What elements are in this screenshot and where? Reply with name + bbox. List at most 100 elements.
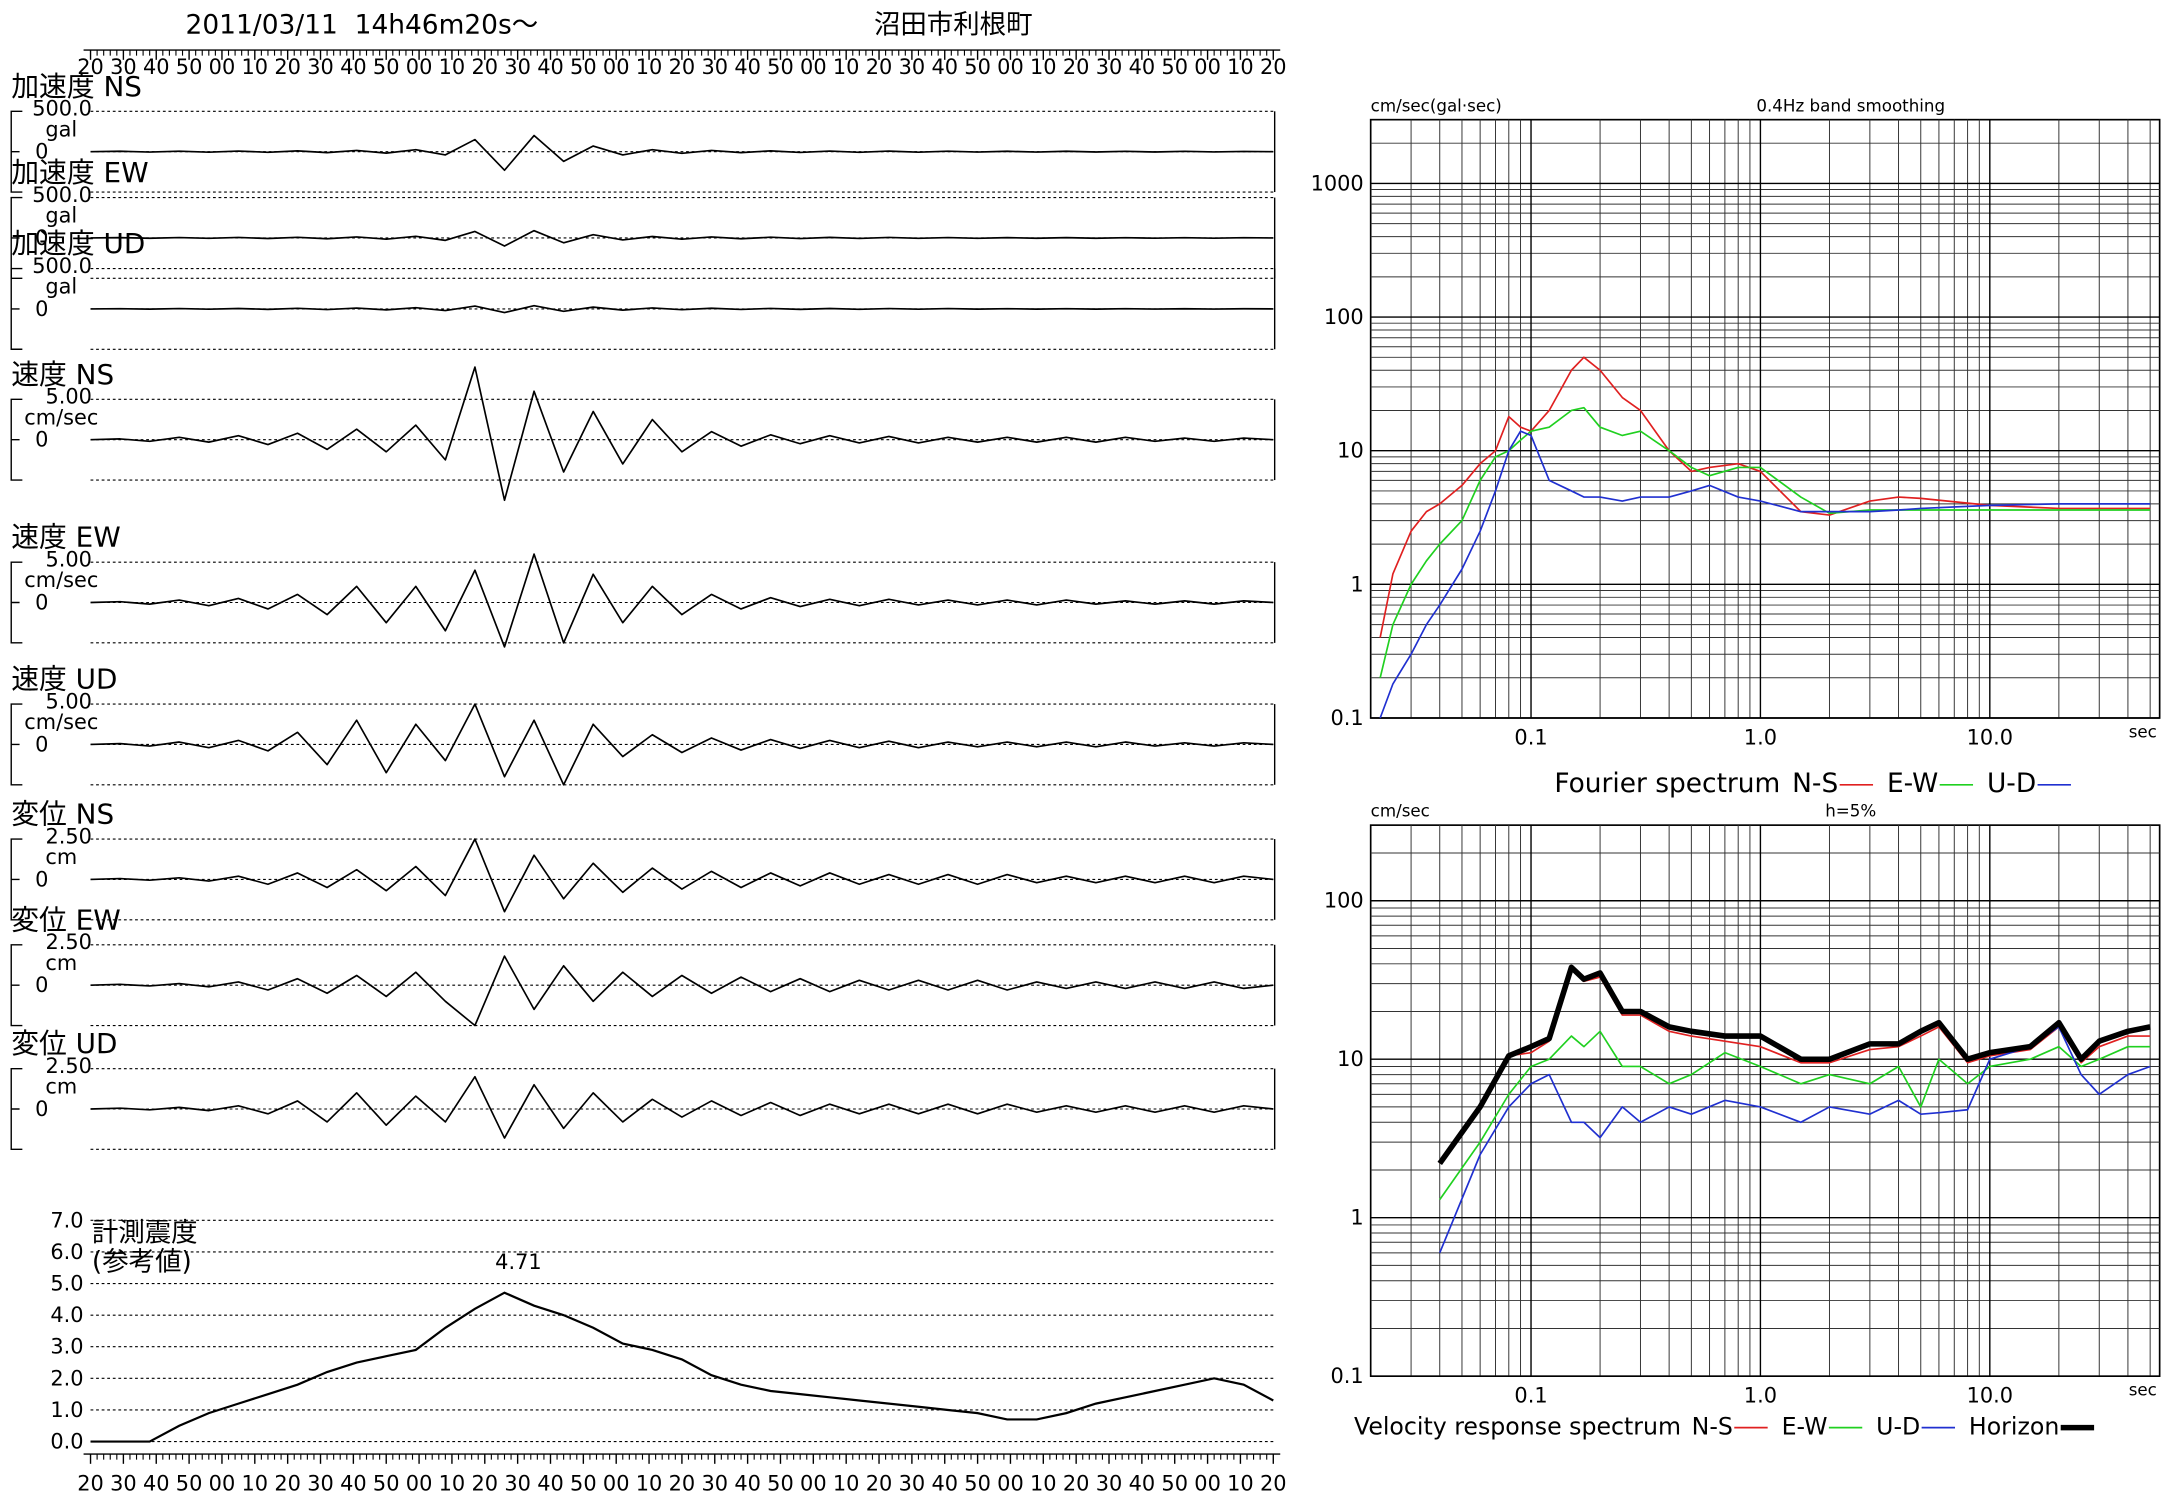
panel-label: 速度 EW xyxy=(11,521,121,554)
panel-bracket xyxy=(10,561,23,644)
trace xyxy=(90,838,1274,913)
y-tick-label: 0 xyxy=(35,226,48,250)
time-tick-label: 40 xyxy=(143,1471,170,1495)
time-tick-label: 10 xyxy=(1030,55,1057,79)
unit-label: cm/sec xyxy=(24,568,98,592)
time-tick-label: 40 xyxy=(734,55,761,79)
x-tick-label: 1.0 xyxy=(1744,1384,1777,1408)
panel-bracket xyxy=(10,1067,23,1151)
y-tick-label: 100 xyxy=(1324,889,1364,913)
trace xyxy=(90,553,1274,648)
y-axis-label: (参考値) xyxy=(92,1247,192,1278)
time-tick-label: 30 xyxy=(701,1471,728,1495)
time-tick-label: 00 xyxy=(1194,1471,1221,1495)
time-tick-label: 10 xyxy=(833,55,860,79)
y-tick-label: 0 xyxy=(35,140,48,164)
time-tick-label: 50 xyxy=(1161,55,1188,79)
time-tick-label: 50 xyxy=(964,55,991,79)
time-tick-label: 40 xyxy=(537,1471,564,1495)
time-tick-label: 20 xyxy=(1063,55,1090,79)
legend-label: U-D xyxy=(1987,768,2036,799)
y-axis-label: 計測震度 xyxy=(92,1217,198,1248)
time-tick-label: 50 xyxy=(373,1471,400,1495)
y-tick-label: 500.0 xyxy=(32,97,92,121)
time-tick-label: 00 xyxy=(603,1471,630,1495)
time-tick-label: 20 xyxy=(472,1471,499,1495)
x-tick-label: 0.1 xyxy=(1514,1384,1547,1408)
panel-bracket xyxy=(10,196,23,279)
panel-label: 変位 NS xyxy=(11,798,114,831)
y-tick-label: 2.50 xyxy=(45,930,91,954)
plot-frame xyxy=(1369,824,2161,1377)
time-tick-label: 00 xyxy=(997,1471,1024,1495)
time-tick-label: 20 xyxy=(1260,1471,1287,1495)
y-axis-label: cm/sec(gal·sec) xyxy=(1371,96,1502,115)
y-tick-label: 1000 xyxy=(1311,171,1364,195)
time-tick-label: 30 xyxy=(504,1471,531,1495)
legend-label: N-S xyxy=(1692,1412,1733,1440)
unit-label: cm xyxy=(45,1075,77,1099)
station-name: 沼田市利根町 xyxy=(874,10,1033,41)
trace xyxy=(90,955,1274,1027)
y-tick-label: 1.0 xyxy=(50,1398,83,1422)
time-tick-label: 50 xyxy=(767,55,794,79)
time-tick-label: 50 xyxy=(176,55,203,79)
time-tick-label: 20 xyxy=(472,55,499,79)
y-tick-label: 5.0 xyxy=(50,1272,83,1296)
time-tick-label: 20 xyxy=(77,55,104,79)
time-tick-label: 40 xyxy=(931,1471,958,1495)
y-tick-label: 2.0 xyxy=(50,1366,83,1390)
time-tick-label: 30 xyxy=(307,55,334,79)
panel-bracket xyxy=(10,838,23,921)
spectrum-line xyxy=(1379,430,2151,719)
y-tick-label: 3.0 xyxy=(50,1335,83,1359)
legend-label: Horizon xyxy=(1969,1412,2059,1440)
time-tick-label: 20 xyxy=(274,1471,301,1495)
legend-label: E-W xyxy=(1782,1412,1828,1440)
record-title: 2011/03/11 14h46m20s～ xyxy=(186,10,539,41)
y-tick-label: 1 xyxy=(1350,1206,1363,1230)
y-tick-label: 1 xyxy=(1350,572,1363,596)
time-tick-label: 20 xyxy=(866,55,893,79)
time-tick-label: 10 xyxy=(636,1471,663,1495)
panel-label: 速度 NS xyxy=(11,358,114,391)
time-tick-label: 20 xyxy=(77,1471,104,1495)
plot-frame xyxy=(1369,118,2161,719)
time-tick-label: 50 xyxy=(1161,1471,1188,1495)
time-tick-label: 50 xyxy=(570,1471,597,1495)
time-tick-label: 30 xyxy=(1096,55,1123,79)
y-tick-label: 4.0 xyxy=(50,1303,83,1327)
time-tick-label: 40 xyxy=(734,1471,761,1495)
trace xyxy=(90,1075,1274,1139)
x-tick-label: 0.1 xyxy=(1514,725,1547,749)
unit-label: cm/sec xyxy=(24,405,98,429)
spectrum-line xyxy=(1379,356,2151,638)
panel-label: 変位 UD xyxy=(11,1027,117,1060)
spectrum-line xyxy=(1439,1030,2151,1201)
spectrum-line xyxy=(1437,964,2151,1166)
time-tick-label: 40 xyxy=(1129,55,1156,79)
time-tick-label: 10 xyxy=(1227,55,1254,79)
time-tick-label: 30 xyxy=(110,1471,137,1495)
time-tick-label: 20 xyxy=(669,1471,696,1495)
legend-label: N-S xyxy=(1792,768,1838,799)
y-tick-label: 0 xyxy=(35,591,48,615)
time-tick-label: 00 xyxy=(1194,55,1221,79)
time-tick-label: 30 xyxy=(307,1471,334,1495)
time-tick-label: 40 xyxy=(537,55,564,79)
panel-label: 加速度 EW xyxy=(11,156,148,189)
time-tick-label: 40 xyxy=(340,55,367,79)
y-tick-label: 6.0 xyxy=(50,1240,83,1264)
intensity-line xyxy=(90,1291,1274,1443)
time-tick-label: 20 xyxy=(669,55,696,79)
legend-label: U-D xyxy=(1876,1412,1920,1440)
time-tick-label: 50 xyxy=(767,1471,794,1495)
legend-label: E-W xyxy=(1887,768,1938,799)
y-tick-label: 0.1 xyxy=(1331,706,1364,730)
time-tick-label: 10 xyxy=(439,55,466,79)
y-tick-label: 2.50 xyxy=(45,824,91,848)
time-tick-label: 00 xyxy=(406,55,433,79)
unit-label: cm xyxy=(45,951,77,975)
panel-bracket xyxy=(10,267,23,350)
